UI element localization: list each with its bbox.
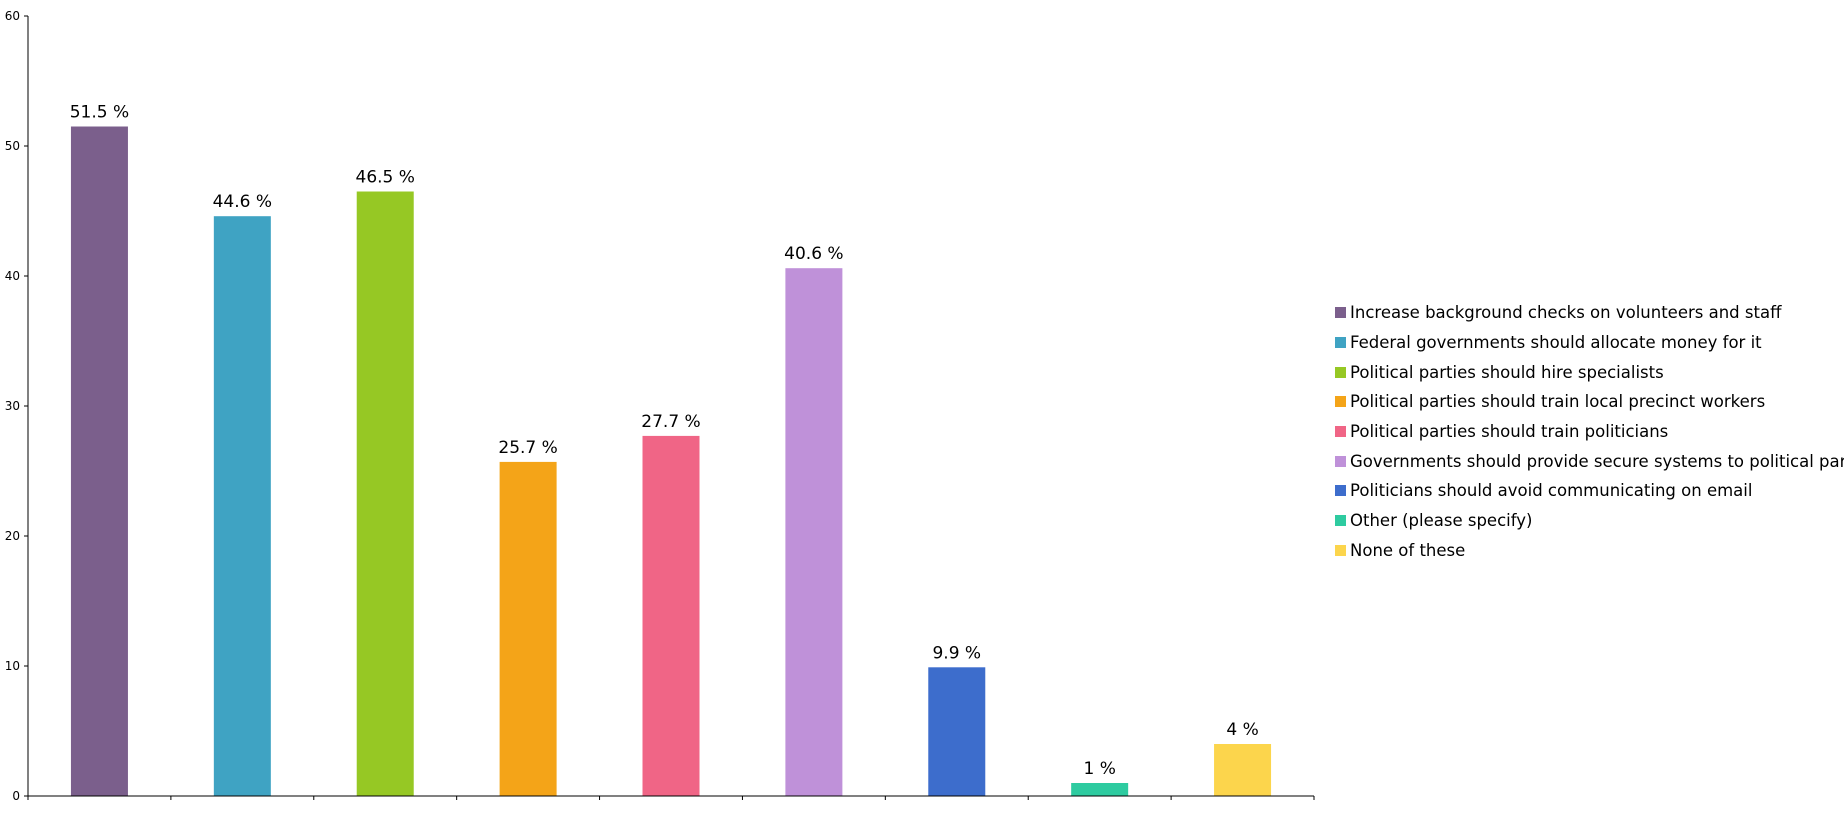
y-axis-ticks: 0 10 20 30 40 50 60 xyxy=(5,9,28,803)
bar-data-label: 40.6 % xyxy=(784,244,843,264)
y-tick-label: 40 xyxy=(5,269,20,283)
bar xyxy=(356,191,414,796)
bar xyxy=(1214,744,1272,796)
legend: Increase background checks on volunteers… xyxy=(1335,298,1844,565)
legend-item: Federal governments should allocate mone… xyxy=(1335,328,1844,358)
y-tick-label: 10 xyxy=(5,659,20,673)
bar xyxy=(70,126,128,796)
bar-data-label: 25.7 % xyxy=(498,438,557,458)
y-tick-label: 50 xyxy=(5,139,20,153)
bar xyxy=(213,216,271,796)
legend-item: Politicians should avoid communicating o… xyxy=(1335,476,1844,506)
legend-label: Federal governments should allocate mone… xyxy=(1350,333,1762,353)
legend-label: Other (please specify) xyxy=(1350,511,1533,531)
legend-item: Increase background checks on volunteers… xyxy=(1335,298,1844,328)
y-tick-label: 60 xyxy=(5,9,20,23)
legend-label: Political parties should train local pre… xyxy=(1350,392,1766,412)
legend-item: Governments should provide secure system… xyxy=(1335,446,1844,476)
bar xyxy=(1071,783,1129,796)
legend-swatch xyxy=(1335,426,1346,438)
legend-label: Political parties should hire specialist… xyxy=(1350,362,1664,382)
y-tick-label: 30 xyxy=(5,399,20,413)
legend-label: None of these xyxy=(1350,540,1466,560)
legend-item: Political parties should hire specialist… xyxy=(1335,357,1844,387)
legend-item: Political parties should train local pre… xyxy=(1335,387,1844,417)
bar-data-label: 51.5 % xyxy=(70,103,129,123)
legend-label: Governments should provide secure system… xyxy=(1350,451,1844,471)
legend-item: Other (please specify) xyxy=(1335,506,1844,536)
bar-data-label: 1 % xyxy=(1083,759,1115,779)
legend-item: None of these xyxy=(1335,536,1844,566)
bar-data-label: 27.7 % xyxy=(641,412,700,432)
bar-data-label: 9.9 % xyxy=(932,643,981,663)
bar xyxy=(642,435,700,796)
legend-swatch xyxy=(1335,455,1346,467)
bar-data-label: 44.6 % xyxy=(213,192,272,212)
bar-data-label: 4 % xyxy=(1226,720,1258,740)
y-tick-label: 0 xyxy=(12,789,20,803)
bar xyxy=(499,461,557,796)
bar xyxy=(928,667,986,796)
data-labels: 51.5 % 44.6 % 46.5 % 25.7 % 27.7 % 40.6 % 9.9 … xyxy=(70,103,1259,780)
legend-label: Increase background checks on volunteers… xyxy=(1350,303,1782,323)
y-tick-label: 20 xyxy=(5,529,20,543)
bars xyxy=(70,126,1272,796)
legend-swatch xyxy=(1335,485,1346,497)
x-axis-ticks xyxy=(27,796,1315,800)
legend-swatch xyxy=(1335,396,1346,408)
legend-label: Political parties should train politicia… xyxy=(1350,422,1669,442)
legend-swatch xyxy=(1335,515,1346,527)
legend-swatch xyxy=(1335,307,1346,319)
legend-item: Political parties should train politicia… xyxy=(1335,417,1844,447)
legend-label: Politicians should avoid communicating o… xyxy=(1350,481,1753,501)
legend-swatch xyxy=(1335,544,1346,556)
bar-data-label: 46.5 % xyxy=(356,168,415,188)
legend-swatch xyxy=(1335,366,1346,378)
bar xyxy=(785,268,843,796)
legend-swatch xyxy=(1335,337,1346,349)
